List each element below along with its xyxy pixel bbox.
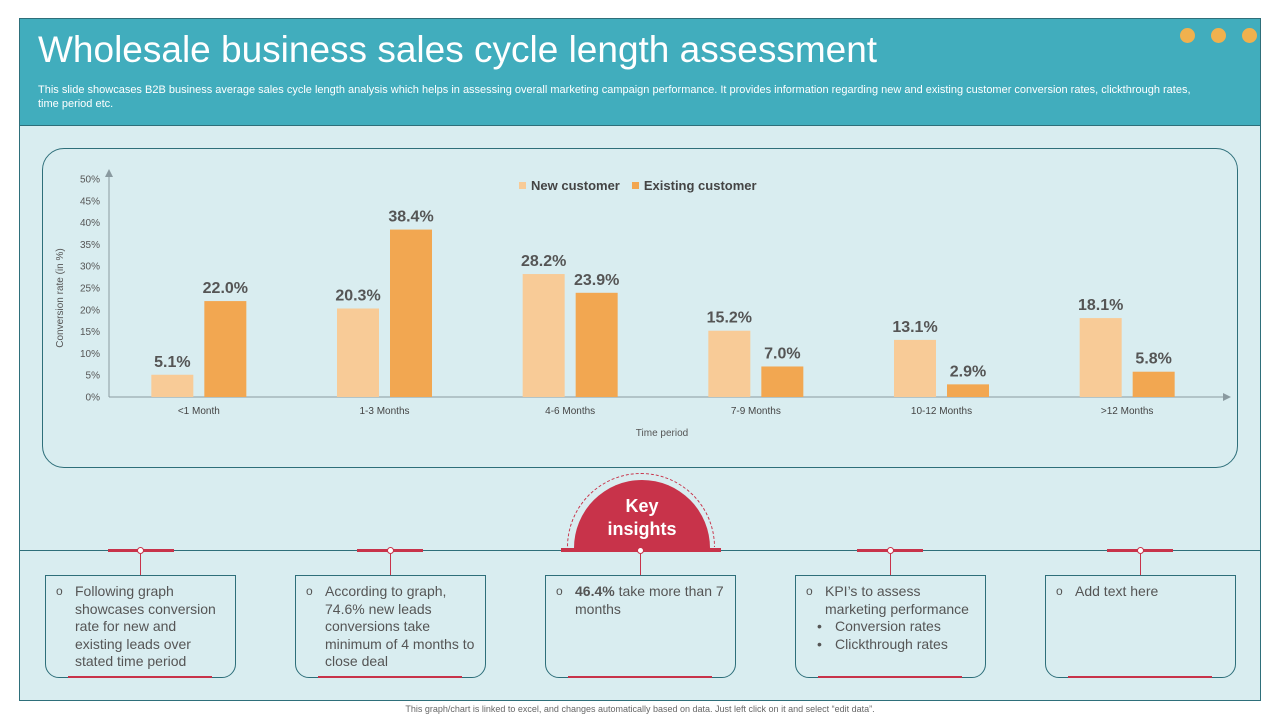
badge-line-2: insights <box>607 519 677 539</box>
x-tick-label: 7-9 Months <box>731 406 781 417</box>
card-underline <box>818 676 962 678</box>
data-label: 28.2% <box>521 253 566 270</box>
data-label: 5.1% <box>154 354 190 371</box>
y-tick-label: 45% <box>80 196 100 207</box>
data-label: 2.9% <box>950 363 986 380</box>
data-label: 18.1% <box>1078 297 1123 314</box>
data-label: 20.3% <box>335 287 380 304</box>
insight-text-2: According to graph, 74.6% new leads conv… <box>306 583 477 671</box>
connector-line <box>890 554 891 575</box>
card-underline <box>568 676 712 678</box>
insight-text-1: Following graph showcases conversion rat… <box>56 583 227 671</box>
x-tick-label: 1-3 Months <box>359 406 409 417</box>
card-underline <box>1068 676 1212 678</box>
insight-subitem-1: Conversion rates <box>806 618 977 636</box>
y-axis-arrow-icon <box>105 169 113 177</box>
legend-label-new: New customer <box>531 178 620 193</box>
connector-node <box>637 547 644 554</box>
data-label: 38.4% <box>388 209 433 226</box>
y-tick-label: 5% <box>86 371 101 382</box>
x-tick-label: >12 Months <box>1101 406 1154 417</box>
legend-item-new: New customer <box>519 178 620 193</box>
card-underline <box>318 676 462 678</box>
insight-card-1: Following graph showcases conversion rat… <box>45 575 236 678</box>
bar-new-customer <box>337 308 379 397</box>
insight-card-5: Add text here <box>1045 575 1236 678</box>
connector-line <box>1140 554 1141 575</box>
x-tick-label: 4-6 Months <box>545 406 595 417</box>
data-label: 23.9% <box>574 272 619 289</box>
y-axis-label: Conversion rate (in %) <box>55 248 66 347</box>
connector-line <box>640 554 641 575</box>
y-tick-label: 30% <box>80 262 100 273</box>
y-tick-label: 25% <box>80 284 100 295</box>
bar-new-customer <box>708 330 751 397</box>
y-tick-label: 10% <box>80 349 100 360</box>
connector-node <box>387 547 394 554</box>
page-title: Wholesale business sales cycle length as… <box>38 29 878 70</box>
legend-swatch-new <box>519 182 526 189</box>
bar-new-customer <box>894 339 936 397</box>
y-tick-label: 40% <box>80 218 100 229</box>
bar-existing-customer <box>761 366 804 397</box>
dot-icon <box>1242 28 1257 43</box>
data-label: 22.0% <box>203 280 248 297</box>
legend-label-existing: Existing customer <box>643 178 757 193</box>
data-label: 13.1% <box>892 319 937 336</box>
bar-existing-customer <box>947 384 989 397</box>
bar-new-customer <box>151 374 194 397</box>
connector-line <box>140 554 141 575</box>
insight-text-3: 46.4% take more than 7 months <box>556 583 727 618</box>
insight-text-4: KPI’s to assess marketing performance <box>806 583 977 618</box>
y-tick-label: 35% <box>80 240 100 251</box>
data-label: 7.0% <box>764 345 800 362</box>
insight-card-3: 46.4% take more than 7 months <box>545 575 736 678</box>
chart-legend: New customer Existing customer <box>519 178 757 193</box>
insight-card-2: According to graph, 74.6% new leads conv… <box>295 575 486 678</box>
card-underline <box>68 676 212 678</box>
insight-text-3-rest: take more than 7 months <box>575 583 724 617</box>
y-tick-label: 15% <box>80 327 100 338</box>
connector-node <box>137 547 144 554</box>
x-tick-label: 10-12 Months <box>911 406 972 417</box>
x-axis-label: Time period <box>636 428 688 439</box>
bar-chart: 0% 5% 10% 15% 20% 25% 30% 35% 40% 45% 50% Conversio… <box>55 169 1231 439</box>
badge-label: Key insights <box>574 495 710 541</box>
data-label: 5.8% <box>1135 351 1171 368</box>
connector-line <box>390 554 391 575</box>
header-banner: Wholesale business sales cycle length as… <box>20 19 1260 126</box>
chart-panel: New customer Existing customer 0% 5% 10% 15… <box>42 148 1238 468</box>
badge-line-1: Key <box>625 496 659 516</box>
insight-text-5: Add text here <box>1056 583 1227 601</box>
bar-new-customer <box>1079 318 1122 397</box>
bar-existing-customer <box>1132 371 1175 397</box>
connector-node <box>887 547 894 554</box>
connector-node <box>1137 547 1144 554</box>
dot-icon <box>1211 28 1226 43</box>
insight-card-4: KPI’s to assess marketing performance Co… <box>795 575 986 678</box>
insight-highlight: 46.4% <box>575 583 615 599</box>
insight-subitem-2: Clickthrough rates <box>806 636 977 654</box>
legend-swatch-existing <box>631 182 639 189</box>
y-tick-label: 0% <box>86 393 101 404</box>
footer-note: This graph/chart is linked to excel, and… <box>405 704 875 714</box>
bar-existing-customer <box>204 301 247 397</box>
bar-existing-customer <box>575 292 618 397</box>
page-subtitle: This slide showcases B2B business averag… <box>38 84 1191 110</box>
slide: Wholesale business sales cycle length as… <box>19 18 1261 701</box>
decorative-dots <box>1180 28 1257 43</box>
bar-existing-customer <box>390 229 432 397</box>
y-tick-label: 20% <box>80 305 100 316</box>
bar-new-customer <box>522 274 565 397</box>
legend-item-existing: Existing customer <box>631 178 757 193</box>
y-tick-label: 50% <box>80 175 100 186</box>
dot-icon <box>1180 28 1195 43</box>
data-label: 15.2% <box>707 310 752 327</box>
x-tick-label: <1 Month <box>178 406 220 417</box>
x-axis-arrow-icon <box>1223 393 1231 401</box>
